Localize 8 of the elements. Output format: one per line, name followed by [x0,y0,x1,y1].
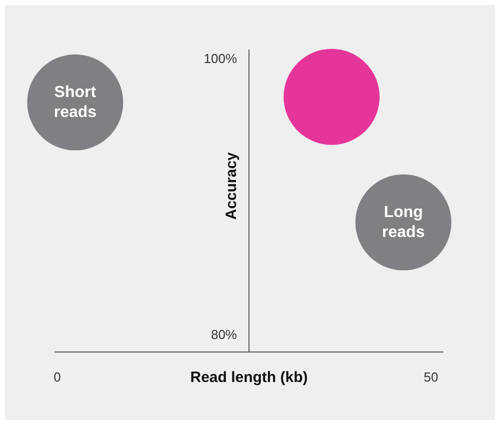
x-tick-label: 50 [424,370,438,385]
x-tick-label: 0 [54,370,61,385]
y-tick-label: 100% [204,51,238,66]
y-tick-label: 80% [210,327,238,342]
y-axis-title: Accuracy [223,152,240,220]
series-label: Long reads [382,204,425,241]
x-axis-title: Read length (kb) [190,369,308,386]
series-label: Short reads [54,84,97,121]
